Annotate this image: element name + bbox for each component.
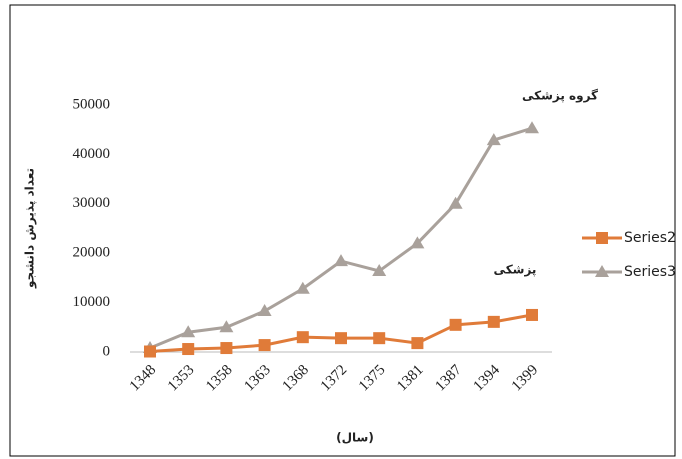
legend-label: Series2 [624, 230, 676, 246]
y-tick-label: 50000 [73, 96, 111, 112]
annotation: گروه پزشکی [522, 89, 598, 104]
marker [448, 196, 463, 209]
marker [182, 343, 195, 356]
y-tick-label: 0 [103, 343, 111, 359]
x-tick-label: 1358 [203, 362, 236, 395]
marker [525, 121, 539, 134]
marker [181, 325, 196, 338]
y-tick-label: 10000 [73, 294, 111, 310]
marker [295, 281, 310, 294]
marker [220, 342, 233, 355]
x-tick-label: 1353 [165, 362, 198, 395]
marker [410, 236, 425, 249]
x-axis-label: (سال) [336, 431, 374, 445]
x-tick-label: 1348 [127, 362, 160, 395]
y-tick-label: 40000 [73, 146, 111, 162]
marker [411, 337, 424, 350]
frame [9, 4, 676, 457]
marker [257, 303, 272, 316]
marker [372, 263, 387, 276]
annotation: پزشکی [494, 263, 537, 277]
marker [219, 320, 234, 333]
marker [335, 332, 347, 345]
x-tick-label: 1375 [356, 362, 389, 395]
x-tick-label: 1372 [318, 362, 351, 395]
marker [526, 308, 538, 321]
y-axis-label: تعداد پذیرش دانشجو [23, 168, 38, 289]
marker [449, 318, 462, 331]
marker [596, 232, 608, 244]
series-line [149, 126, 533, 350]
marker [144, 345, 156, 358]
marker [296, 331, 309, 344]
marker [258, 339, 271, 352]
y-tick-label: 20000 [73, 245, 111, 261]
marker [487, 315, 500, 328]
legend-label: Series3 [624, 264, 676, 280]
marker [486, 133, 501, 146]
x-tick-label: 1363 [241, 362, 274, 395]
x-tick-label: 1381 [394, 362, 427, 395]
x-tick-label: 1387 [432, 362, 465, 395]
x-tick-label: 1394 [471, 362, 504, 395]
y-tick-label: 30000 [73, 195, 111, 211]
marker [334, 254, 348, 267]
marker [373, 332, 386, 345]
x-tick-label: 1399 [509, 362, 542, 395]
x-tick-label: 1368 [280, 362, 313, 395]
marker [595, 265, 609, 277]
